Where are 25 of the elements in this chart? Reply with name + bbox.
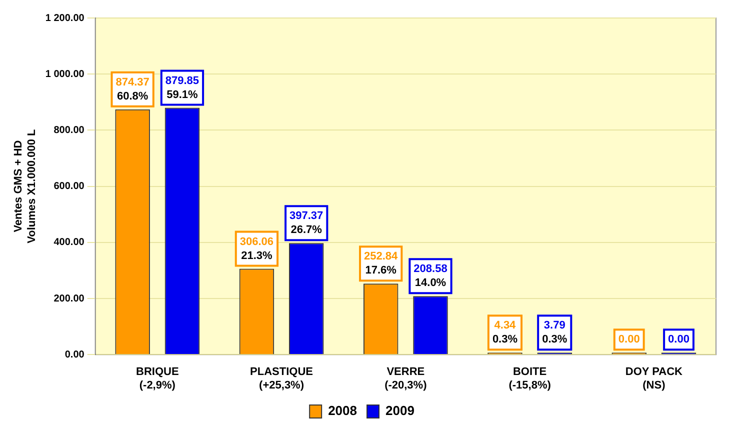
data-label: 3.79 0.3% [542, 320, 568, 346]
y-tick-label: 600.00 [54, 181, 85, 192]
data-label: 874.37 60.8% [116, 76, 150, 102]
data-label: 306.06 21.3% [240, 236, 274, 262]
y-tick-label: 1 200.00 [45, 12, 85, 24]
data-label: 4.34 0.3% [492, 320, 518, 346]
y-tick-label: 1 000.00 [45, 68, 85, 80]
x-tick-label: BRIQUE (-2,9%) [136, 366, 179, 392]
x-tick-label: PLASTIQUE (+25,3%) [250, 366, 314, 392]
data-label: 0.00 [618, 334, 640, 346]
data-label: 252.84 17.6% [364, 250, 399, 277]
x-tick-label: DOY PACK (NS) [625, 366, 683, 392]
x-tick-label: BOITE (-15,8%) [508, 366, 552, 392]
y-axis-title: Ventes GMS + HD Volumes X1.000.000 L [12, 128, 38, 244]
y-tick-label: 0.00 [64, 349, 85, 360]
y-tick-label: 400.00 [54, 237, 85, 248]
y-tick-label: 200.00 [54, 293, 85, 304]
data-label: 208.58 14.0% [414, 263, 448, 290]
y-tick-label: 800.00 [54, 124, 85, 136]
data-label: 0.00 [668, 334, 690, 346]
data-label: 397.37 26.7% [290, 210, 324, 236]
legend-label: 2009 [386, 403, 414, 418]
data-label: 879.85 59.1% [165, 74, 200, 101]
legend-label: 2008 [328, 403, 357, 418]
x-tick-label: VERRE (-20,3%) [384, 366, 428, 392]
